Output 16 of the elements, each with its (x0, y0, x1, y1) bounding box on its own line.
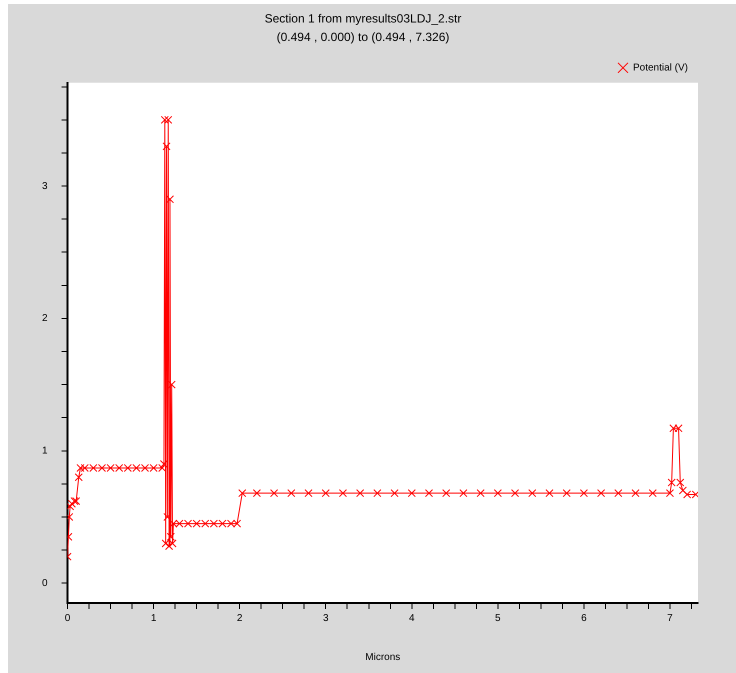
x-axis-title: Microns (365, 652, 400, 663)
y-tick-label: 3 (42, 180, 48, 192)
x-tick-label: 6 (581, 612, 588, 624)
x-tick-label: 7 (667, 612, 674, 624)
legend-label: Potential (V) (632, 62, 688, 74)
x-tick-label: 3 (322, 612, 329, 624)
y-tick-label: 1 (42, 446, 48, 457)
y-tick-label: 2 (42, 313, 48, 324)
y-tick-label: 0 (42, 578, 48, 589)
x-tick-label: 2 (236, 612, 243, 624)
chart-title: Section 1 from myresults03LDJ_2.str (264, 12, 462, 26)
chart-subtitle: (0.494 , 0.000) to (0.494 , 7.326) (276, 30, 450, 44)
x-tick-label: 5 (495, 612, 502, 624)
x-tick-label: 0 (64, 612, 71, 624)
x-tick-label: 4 (409, 612, 415, 624)
x-tick-label: 1 (150, 612, 157, 624)
